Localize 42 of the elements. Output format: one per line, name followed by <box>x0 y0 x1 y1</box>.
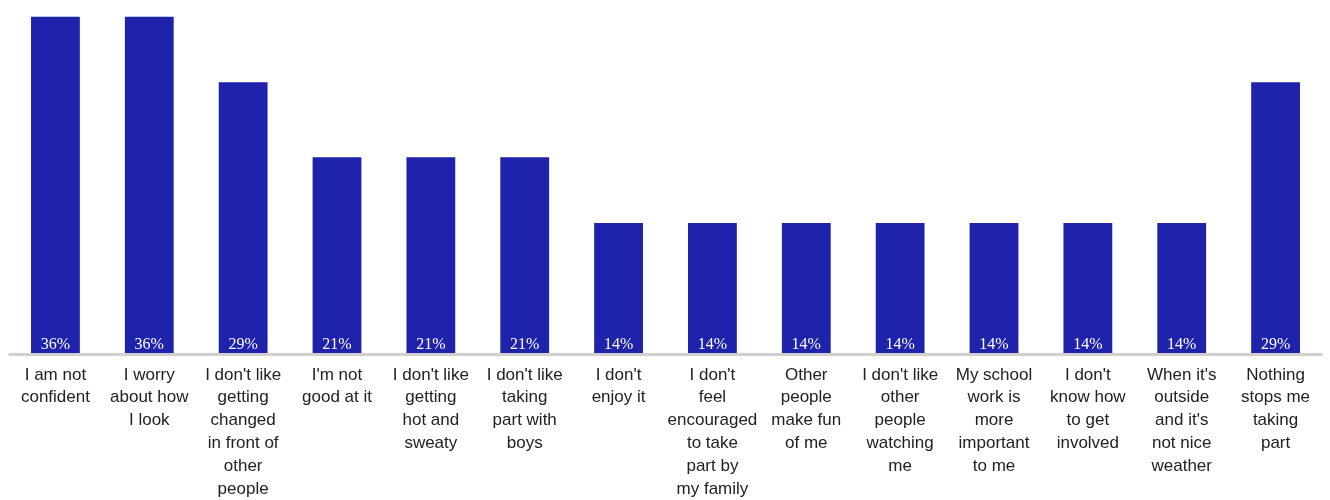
data-label: 14% <box>979 334 1009 352</box>
data-label: 21% <box>322 334 352 352</box>
data-label: 14% <box>1167 334 1197 352</box>
x-tick-label: I don't like getting hot and sweaty <box>392 364 469 452</box>
x-tick-label: I don't feel encouraged to take part by my family <box>667 364 758 498</box>
data-label: 14% <box>697 334 728 352</box>
x-tick-label: I'm not good at it <box>302 364 373 407</box>
x-tick-label: When it's outside and it's not nice weather <box>1147 364 1217 475</box>
x-tick-label: I don't know how to get involved <box>1050 364 1127 452</box>
x-tick-label: I don't like taking part with boys <box>486 364 563 452</box>
x-tick-label: My school work is more important to me <box>955 364 1033 475</box>
x-tick-label: I don't like getting changed in front of other people <box>205 364 282 498</box>
bar <box>500 157 550 355</box>
bar <box>312 157 362 355</box>
bar <box>688 223 737 355</box>
data-label: 29% <box>228 334 258 352</box>
data-label: 21% <box>416 334 446 352</box>
x-tick-label: Other people make fun of me <box>771 364 842 452</box>
bar <box>1157 223 1207 355</box>
data-label: 14% <box>791 334 821 352</box>
bar <box>1063 223 1113 355</box>
data-label: 21% <box>510 334 540 352</box>
bar <box>218 82 268 355</box>
bar <box>124 16 174 355</box>
data-label: 36% <box>134 334 164 352</box>
data-label: 36% <box>40 334 71 352</box>
bar <box>406 157 456 355</box>
bar <box>31 16 80 355</box>
x-tick-label: I am not confident <box>20 364 91 407</box>
data-label: 14% <box>885 334 915 352</box>
bar <box>594 223 643 355</box>
x-tick-label: I worry about how I look <box>110 364 190 430</box>
x-tick-label: Nothing stops me taking part <box>1241 364 1311 452</box>
bar <box>781 223 831 355</box>
bar <box>1251 82 1300 355</box>
x-tick-label: I don't like other people watching me <box>862 364 939 475</box>
data-label: 14% <box>1073 334 1103 352</box>
data-label: 29% <box>1260 334 1291 352</box>
bar <box>875 223 925 355</box>
bar <box>969 223 1019 355</box>
data-label: 14% <box>603 334 634 352</box>
x-tick-label: I don't enjoy it <box>591 364 646 407</box>
